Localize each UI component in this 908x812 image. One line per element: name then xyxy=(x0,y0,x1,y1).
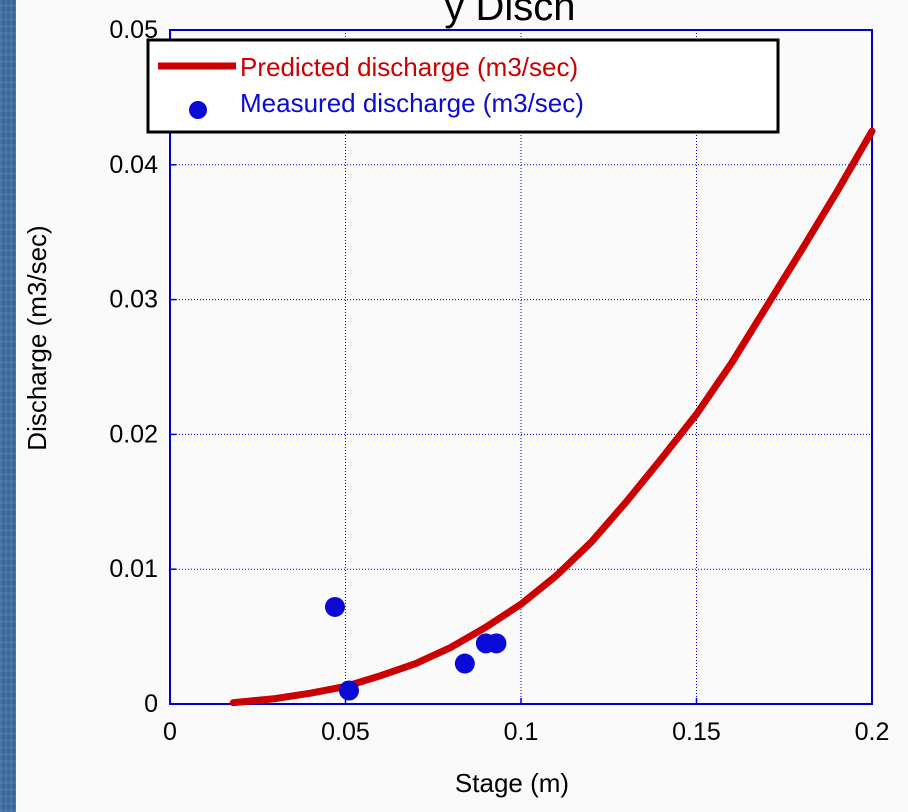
chart-title: y Disch xyxy=(444,0,575,29)
y-tick-label: 0.04 xyxy=(109,151,158,179)
measured-discharge-point xyxy=(324,596,345,617)
x-tick-label: 0.05 xyxy=(321,718,370,746)
legend-box xyxy=(146,38,780,134)
y-axis-title: Discharge (m3/sec) xyxy=(22,225,52,450)
grid xyxy=(170,30,872,704)
x-axis-title: Stage (m) xyxy=(455,768,569,798)
measured-discharge-point xyxy=(454,653,475,674)
y-tick-label: 0.03 xyxy=(109,286,158,314)
measured-discharge-point xyxy=(486,633,507,654)
chart-title-text: y Disch xyxy=(444,0,575,29)
axis-ticks: 0 0.05 0.1 0.15 0.200.010.020.030.040.05 xyxy=(109,16,889,746)
y-tick-label: 0.02 xyxy=(109,420,158,448)
x-tick-label: 0.15 xyxy=(672,718,721,746)
x-tick-label: 0.1 xyxy=(504,718,539,746)
series-measured xyxy=(324,596,507,701)
legend-label-measured: Measured discharge (m3/sec) xyxy=(240,88,584,118)
measured-discharge-point xyxy=(339,680,360,701)
y-tick-label: 0 xyxy=(144,690,158,718)
x-tick-label: 0.2 xyxy=(855,718,890,746)
legend: Predicted discharge (m3/sec) Measured di… xyxy=(146,38,780,134)
x-tick-label: 0 xyxy=(163,718,177,746)
legend-label-predicted: Predicted discharge (m3/sec) xyxy=(240,52,578,82)
legend-dot-swatch xyxy=(189,101,207,119)
y-tick-label: 0.01 xyxy=(109,555,158,583)
